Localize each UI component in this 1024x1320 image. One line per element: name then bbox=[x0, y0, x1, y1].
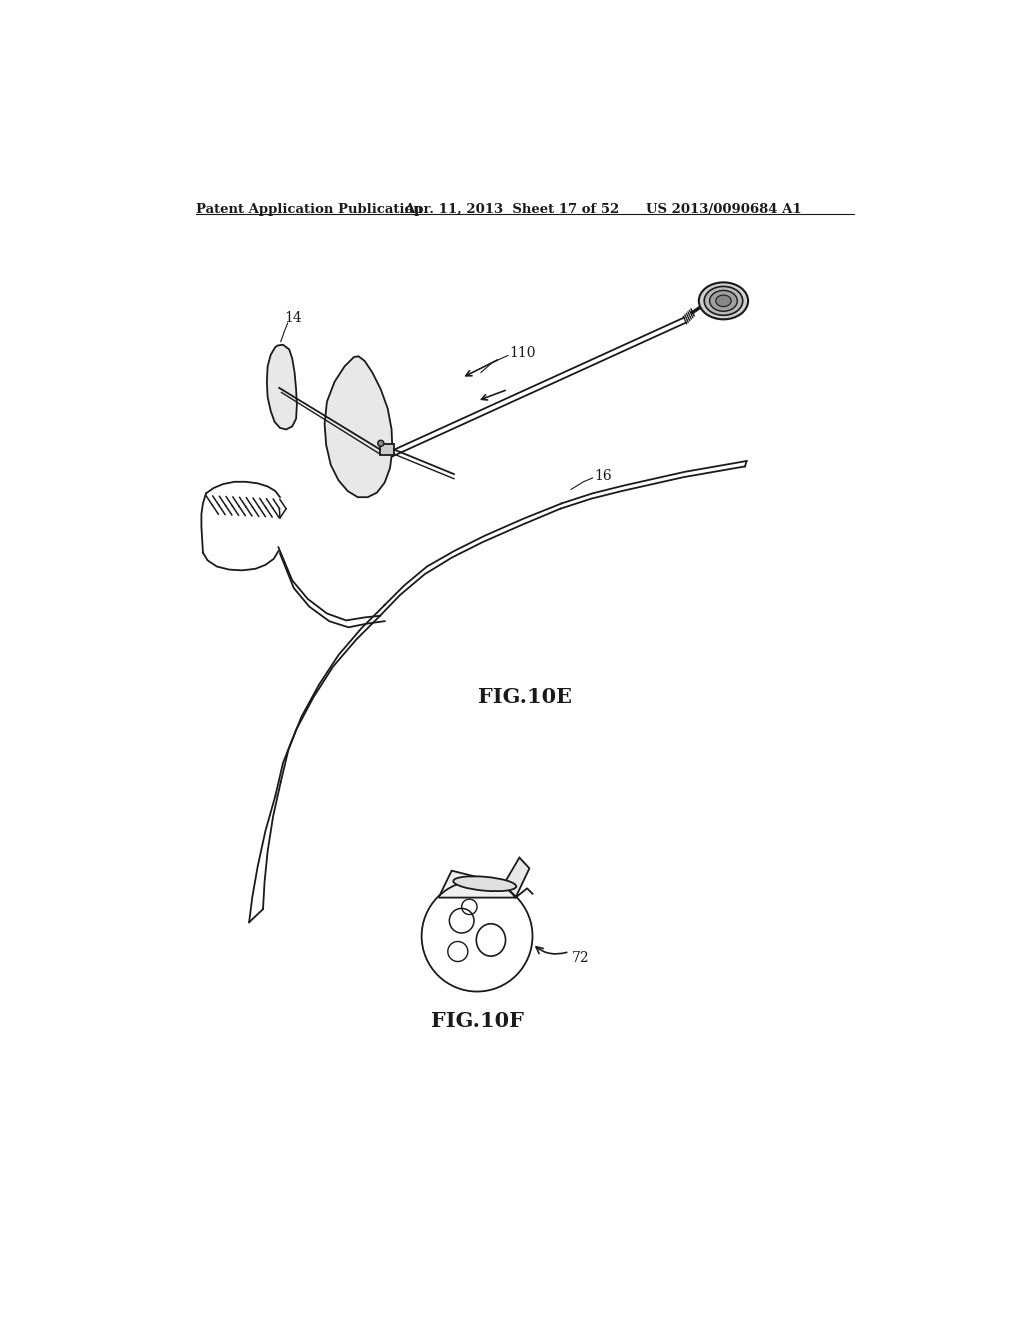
Ellipse shape bbox=[698, 282, 749, 319]
Polygon shape bbox=[325, 356, 392, 498]
Text: 72: 72 bbox=[571, 950, 590, 965]
Polygon shape bbox=[438, 871, 515, 898]
Text: Apr. 11, 2013  Sheet 17 of 52: Apr. 11, 2013 Sheet 17 of 52 bbox=[403, 203, 620, 216]
Ellipse shape bbox=[710, 290, 737, 312]
Ellipse shape bbox=[454, 876, 516, 891]
Text: FIG.10F: FIG.10F bbox=[431, 1011, 523, 1031]
Text: US 2013/0090684 A1: US 2013/0090684 A1 bbox=[646, 203, 802, 216]
Ellipse shape bbox=[705, 286, 742, 315]
Text: 16: 16 bbox=[594, 469, 611, 483]
Ellipse shape bbox=[716, 296, 731, 306]
Text: Patent Application Publication: Patent Application Publication bbox=[196, 203, 423, 216]
Text: 110: 110 bbox=[509, 346, 536, 360]
Text: FIG.10E: FIG.10E bbox=[478, 688, 571, 708]
Circle shape bbox=[378, 441, 384, 446]
Bar bbox=[380, 444, 394, 455]
Text: 14: 14 bbox=[285, 310, 302, 325]
Polygon shape bbox=[267, 345, 297, 429]
Polygon shape bbox=[504, 858, 529, 898]
